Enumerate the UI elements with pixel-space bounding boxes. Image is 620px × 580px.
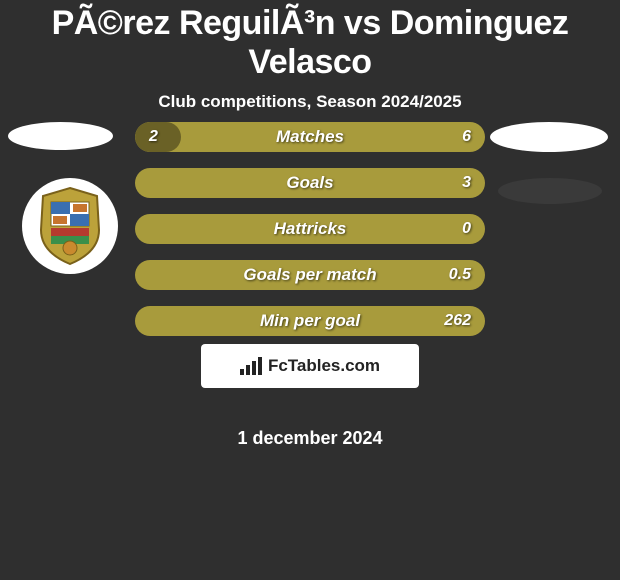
stat-right-value: 0	[462, 220, 471, 238]
stat-bars: 2 Matches 6 Goals 3 Hattricks 0 Goals per match…	[135, 122, 485, 352]
player-left-ellipse	[8, 122, 113, 150]
stat-bar: 2 Matches 6	[135, 122, 485, 152]
stat-left-value: 2	[149, 128, 158, 146]
page-subtitle: Club competitions, Season 2024/2025	[0, 92, 620, 112]
brand-text: FcTables.com	[268, 356, 380, 376]
stat-label: Goals	[286, 173, 333, 193]
stat-label: Goals per match	[243, 265, 376, 285]
stat-right-value: 262	[444, 312, 471, 330]
player-right-ellipse-bottom	[498, 178, 602, 204]
date-label: 1 december 2024	[0, 428, 620, 449]
comparison-infographic: PÃ©rez ReguilÃ³n vs Dominguez Velasco Cl…	[0, 0, 620, 580]
stat-bar: Goals per match 0.5	[135, 260, 485, 290]
player-right-ellipse-top	[490, 122, 608, 152]
stat-bar: Min per goal 262	[135, 306, 485, 336]
shield-icon	[37, 186, 103, 266]
stat-label: Matches	[276, 127, 344, 147]
page-title: PÃ©rez ReguilÃ³n vs Dominguez Velasco	[0, 0, 620, 82]
stat-label: Min per goal	[260, 311, 360, 331]
club-badge	[22, 178, 118, 274]
stat-right-value: 6	[462, 128, 471, 146]
stat-right-value: 3	[462, 174, 471, 192]
stat-bar: Hattricks 0	[135, 214, 485, 244]
stat-right-value: 0.5	[449, 266, 471, 284]
stat-bar: Goals 3	[135, 168, 485, 198]
bar-chart-icon	[240, 357, 262, 375]
stat-label: Hattricks	[274, 219, 347, 239]
